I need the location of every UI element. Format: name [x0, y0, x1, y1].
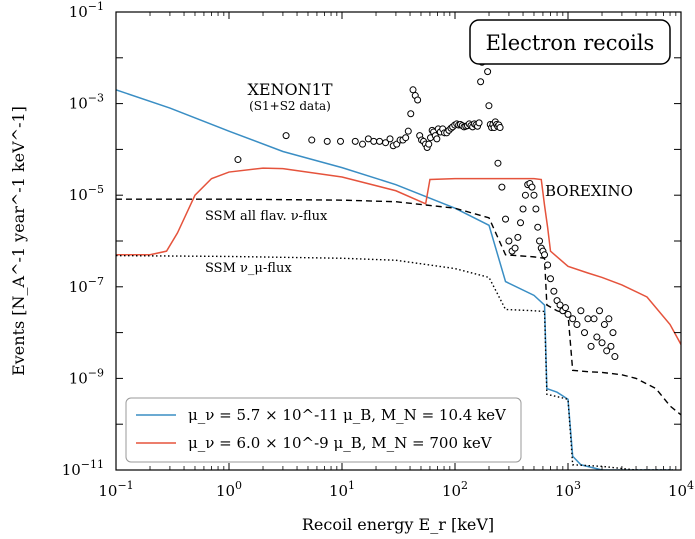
borexino-data-point — [528, 183, 536, 191]
borexino-data-point — [611, 353, 619, 361]
legend-box — [125, 397, 522, 463]
xenon-data-point — [382, 139, 390, 147]
borexino-data-point — [564, 310, 572, 318]
borexino-data-point — [605, 315, 613, 323]
x-tick-label: 103 — [555, 479, 581, 500]
x-tick-label: 100 — [216, 479, 242, 500]
x-tick-label: 104 — [668, 479, 694, 500]
xenon-data-point — [386, 135, 394, 143]
borexino-data-point — [561, 304, 569, 312]
borexino-data-point — [521, 191, 529, 199]
borexino-data-point — [607, 342, 615, 350]
borexino-data-point — [556, 301, 564, 309]
ssm-mu-label: SSM ν_μ-flux — [205, 261, 292, 276]
borexino-data-point — [502, 215, 510, 223]
borexino-data-point — [590, 315, 598, 323]
xenon-data-point — [234, 156, 242, 164]
borexino-data-point — [505, 237, 513, 245]
borexino-data-point — [532, 205, 540, 213]
y-tick-label: 10−5 — [69, 183, 104, 204]
ssm-all-label: SSM all flav. ν-flux — [205, 209, 328, 224]
xenon-data-point — [414, 96, 422, 104]
x-tick-label: 10−1 — [98, 479, 133, 500]
series-line-blue — [116, 89, 674, 470]
xenon-data-point — [407, 110, 415, 118]
borexino-label: BOREXINO — [545, 182, 633, 200]
borexino-data-point — [600, 321, 608, 329]
borexino-data-point — [494, 159, 502, 167]
legend: μ_ν = 5.7 × 10^-11 μ_B, M_N = 10.4 keV μ… — [125, 397, 522, 463]
xenon-data-point — [477, 78, 485, 86]
borexino-data-point — [596, 307, 603, 315]
title-box — [469, 19, 671, 65]
x-axis-label: Recoil energy E_r [keV] — [302, 515, 494, 534]
xenon-data-point — [337, 137, 345, 145]
borexino-data-point — [584, 315, 592, 323]
borexino-data-point — [536, 237, 544, 245]
x-tick-label: 101 — [329, 479, 355, 500]
borexino-data-point — [569, 315, 577, 323]
xenon-data-point — [409, 86, 417, 94]
borexino-data-point — [534, 223, 542, 231]
xenon-data-point — [475, 119, 483, 127]
xenon-data-point — [425, 140, 433, 148]
borexino-data-point — [517, 219, 525, 227]
xenon-data-point — [485, 102, 493, 110]
borexino-data-point — [519, 205, 527, 213]
y-tick-label: 10−11 — [62, 458, 104, 479]
xenon-data-point — [323, 137, 331, 145]
xenon-data-point — [282, 132, 290, 140]
borexino-data-point — [544, 261, 552, 269]
y-axis-label: Events [N_A^-1 year^-1 keV^-1] — [9, 106, 28, 376]
xenon-data-point — [370, 137, 378, 145]
borexino-data-point — [593, 333, 601, 341]
borexino-data-point — [581, 329, 589, 337]
legend-entry-blue: μ_ν = 5.7 × 10^-11 μ_B, M_N = 10.4 keV — [188, 406, 507, 424]
legend-entry-red: μ_ν = 6.0 × 10^-9 μ_B, M_N = 700 keV — [188, 434, 493, 452]
xenon-data-point — [404, 127, 412, 135]
xenon-label: XENON1T — [247, 80, 332, 99]
xenon-data-point — [484, 68, 492, 76]
borexino-data-point — [511, 244, 519, 252]
xenon-data-point — [496, 124, 504, 132]
borexino-data-point — [498, 183, 506, 191]
y-tick-label: 10−9 — [69, 366, 104, 387]
xenon-data-point — [351, 137, 359, 145]
borexino-data-point — [541, 251, 549, 259]
borexino-data-point — [577, 307, 585, 315]
y-tick-label: 10−7 — [69, 275, 104, 296]
xenon-sublabel: (S1+S2 data) — [249, 99, 331, 113]
borexino-data-point — [587, 342, 595, 350]
borexino-data-point — [547, 275, 554, 283]
xenon-data-point — [359, 140, 367, 148]
y-tick-label: 10−3 — [69, 92, 104, 113]
x-tick-label: 102 — [442, 479, 468, 500]
borexino-data-point — [530, 191, 538, 199]
y-tick-label: 10−1 — [69, 0, 104, 21]
xenon-data-point — [308, 136, 316, 144]
xenon-data-point — [433, 135, 441, 143]
borexino-data-point — [573, 321, 581, 329]
borexino-data-point — [609, 329, 617, 337]
borexino-data-point — [598, 339, 606, 347]
y-ticks: 10−11 10−9 10−7 10−5 10−3 10−1 — [62, 0, 681, 479]
series-line-ssm-mu — [116, 254, 674, 470]
xenon-data-point — [402, 134, 410, 142]
x-ticks: 10−1 100 101 102 103 104 — [98, 12, 694, 500]
xenon-data-point — [376, 137, 384, 145]
borexino-data-point — [603, 347, 611, 355]
borexino-data-point — [550, 287, 558, 295]
chart-title: Electron recoils — [486, 31, 655, 55]
series-line-red — [116, 167, 681, 345]
series-line-ssm-all — [116, 198, 681, 416]
borexino-data-point — [514, 233, 522, 241]
